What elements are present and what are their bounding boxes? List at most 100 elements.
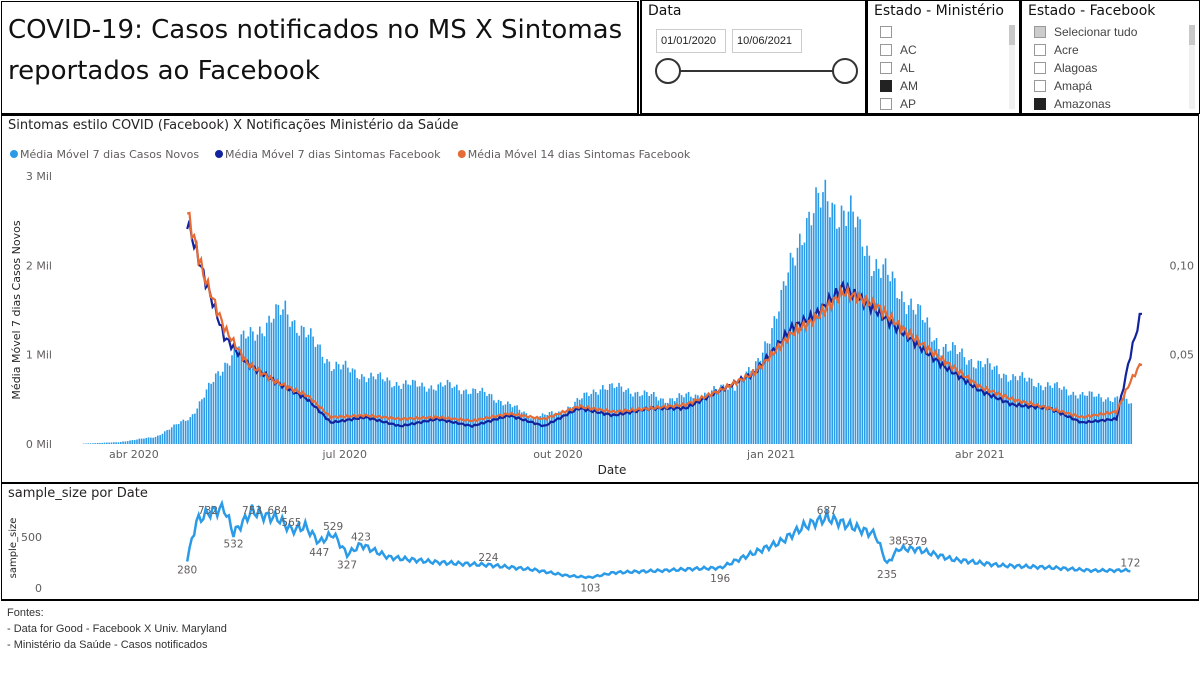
- state-facebook-label: Estado - Facebook: [1028, 3, 1156, 19]
- case-bar: [588, 396, 590, 444]
- checkbox[interactable]: [1034, 80, 1046, 92]
- case-bar: [912, 309, 915, 444]
- state-ministry-item[interactable]: AL: [880, 59, 918, 77]
- legend-marker: [10, 150, 18, 158]
- case-bar: [115, 442, 117, 444]
- case-bar: [900, 291, 903, 444]
- case-bar: [208, 382, 210, 444]
- case-bar: [212, 381, 215, 444]
- state-facebook-item[interactable]: Selecionar tudo: [1034, 23, 1137, 41]
- case-bar: [889, 281, 892, 444]
- case-bar: [866, 245, 868, 444]
- case-bar: [843, 210, 845, 444]
- case-bar: [905, 314, 908, 444]
- sources-heading: Fontes:: [7, 607, 44, 619]
- checkbox[interactable]: [880, 44, 892, 56]
- scrollbar[interactable]: [1009, 25, 1015, 109]
- case-bar: [1088, 391, 1091, 444]
- date-slider-end-handle[interactable]: [832, 58, 858, 84]
- sample-data-label: 327: [337, 559, 357, 571]
- case-bar: [106, 442, 108, 444]
- case-bar: [664, 402, 667, 444]
- state-facebook-item[interactable]: Acre: [1034, 41, 1137, 59]
- state-facebook-item[interactable]: Alagoas: [1034, 59, 1137, 77]
- checkbox[interactable]: [1034, 62, 1046, 74]
- checkbox[interactable]: [880, 26, 892, 38]
- case-bar: [258, 326, 261, 444]
- checkbox[interactable]: [880, 98, 892, 110]
- checkbox[interactable]: [880, 80, 892, 92]
- case-bar: [509, 404, 511, 444]
- case-bar: [641, 395, 644, 444]
- case-bar: [961, 348, 963, 444]
- case-bar: [520, 412, 523, 444]
- case-bar: [954, 345, 956, 444]
- case-bar: [785, 285, 787, 444]
- case-bar: [316, 344, 319, 444]
- case-bar: [727, 389, 729, 444]
- case-bar: [754, 361, 757, 444]
- state-ministry-item[interactable]: AM: [880, 77, 918, 95]
- case-bar: [625, 389, 627, 444]
- case-bar: [89, 443, 92, 444]
- start-date-input[interactable]: 01/01/2020: [656, 29, 726, 53]
- y-tick-label: 1 Mil: [26, 349, 52, 362]
- scrollbar-thumb[interactable]: [1189, 25, 1195, 45]
- state-ministry-item[interactable]: AC: [880, 41, 918, 59]
- title-panel: COVID-19: Casos notificados no MS X Sint…: [1, 1, 639, 114]
- date-slider-track[interactable]: [668, 70, 844, 72]
- state-ministry-item[interactable]: AP: [880, 95, 918, 113]
- case-bar: [147, 437, 150, 444]
- case-bar: [963, 357, 966, 444]
- case-bar: [685, 393, 688, 444]
- case-bar: [1072, 391, 1075, 444]
- case-bar: [1023, 377, 1026, 444]
- state-ministry-item[interactable]: [880, 23, 918, 41]
- state-facebook-item[interactable]: Amazonas: [1034, 95, 1137, 113]
- checkbox[interactable]: [1034, 44, 1046, 56]
- state-facebook-item[interactable]: Amapá: [1034, 77, 1137, 95]
- case-bar: [351, 368, 354, 444]
- case-bar: [1051, 387, 1054, 444]
- date-slider-start-handle[interactable]: [655, 58, 681, 84]
- case-bar: [729, 385, 732, 444]
- x-tick-label: out 2020: [533, 448, 583, 461]
- sample-data-label: 687: [817, 505, 837, 517]
- case-bar: [859, 219, 861, 444]
- case-bar: [177, 424, 180, 444]
- case-bar: [604, 389, 606, 444]
- case-bar: [748, 367, 750, 444]
- y-tick-label: 500: [21, 531, 42, 544]
- state-ministry-label: Estado - Ministério: [874, 3, 1004, 19]
- case-bar: [138, 438, 141, 444]
- case-bar: [261, 333, 263, 444]
- case-bar: [126, 441, 129, 444]
- state-ministry-item-label: AC: [900, 43, 917, 57]
- case-bar: [381, 379, 384, 444]
- checkbox[interactable]: [1034, 98, 1046, 110]
- case-bar: [792, 257, 794, 444]
- case-bar: [676, 397, 678, 444]
- case-bar: [750, 371, 752, 444]
- case-bar: [214, 373, 217, 444]
- case-bar: [914, 314, 917, 444]
- scrollbar-thumb[interactable]: [1009, 25, 1015, 45]
- scrollbar[interactable]: [1189, 25, 1195, 109]
- case-bar: [493, 400, 495, 444]
- case-bar: [1033, 386, 1035, 444]
- checkbox[interactable]: [1034, 26, 1046, 38]
- end-date-input[interactable]: 10/06/2021: [732, 29, 802, 53]
- case-bar: [1053, 383, 1056, 444]
- case-bar: [945, 344, 947, 444]
- case-bar: [196, 408, 199, 444]
- case-bar: [379, 372, 382, 444]
- case-bar: [715, 389, 718, 444]
- case-bar: [476, 393, 479, 444]
- case-bar: [968, 360, 970, 444]
- sample-data-label: 732: [198, 505, 218, 517]
- case-bar: [201, 399, 203, 444]
- case-bar: [1058, 388, 1061, 444]
- case-bar: [87, 443, 90, 444]
- checkbox[interactable]: [880, 62, 892, 74]
